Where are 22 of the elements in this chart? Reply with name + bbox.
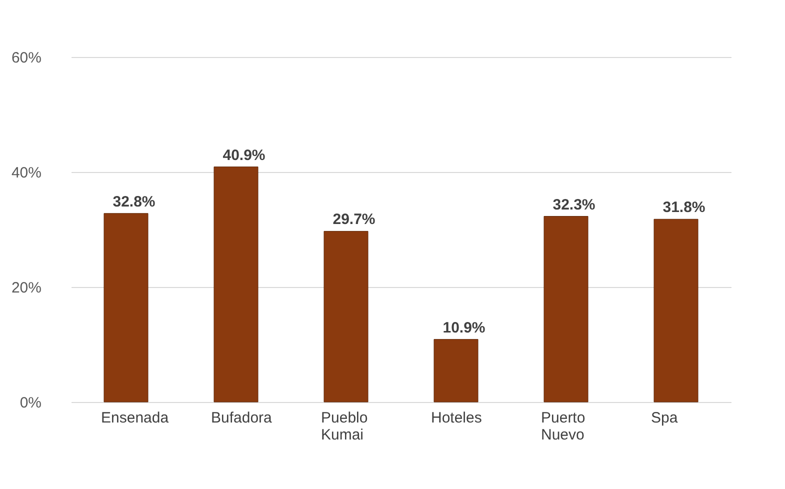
bar (324, 230, 368, 402)
data-label: 40.9% (222, 146, 266, 164)
y-tick-label: 20% (11, 280, 42, 296)
x-tick-label: Ensenada (101, 410, 170, 426)
x-tick-label: Puerto Nuevo (541, 410, 586, 444)
bar (104, 213, 148, 402)
data-label: 32.3% (552, 196, 596, 214)
data-label: 29.7% (332, 211, 376, 228)
data-label: 31.8% (662, 199, 706, 216)
x-tick-label: Spa (651, 410, 678, 426)
y-tick-label: 40% (11, 164, 42, 182)
data-label: 32.8% (112, 193, 156, 210)
bar (654, 218, 698, 402)
bar (544, 216, 588, 402)
y-tick-label: 0% (20, 394, 42, 412)
x-tick-label: Pueblo Kumai (321, 410, 368, 444)
x-tick-label: Bufadora (211, 410, 273, 426)
y-tick-label: 60% (11, 50, 42, 66)
x-tick-label: Hoteles (431, 410, 482, 426)
bar (214, 166, 258, 402)
bar (434, 339, 478, 402)
data-label: 10.9% (442, 319, 486, 336)
